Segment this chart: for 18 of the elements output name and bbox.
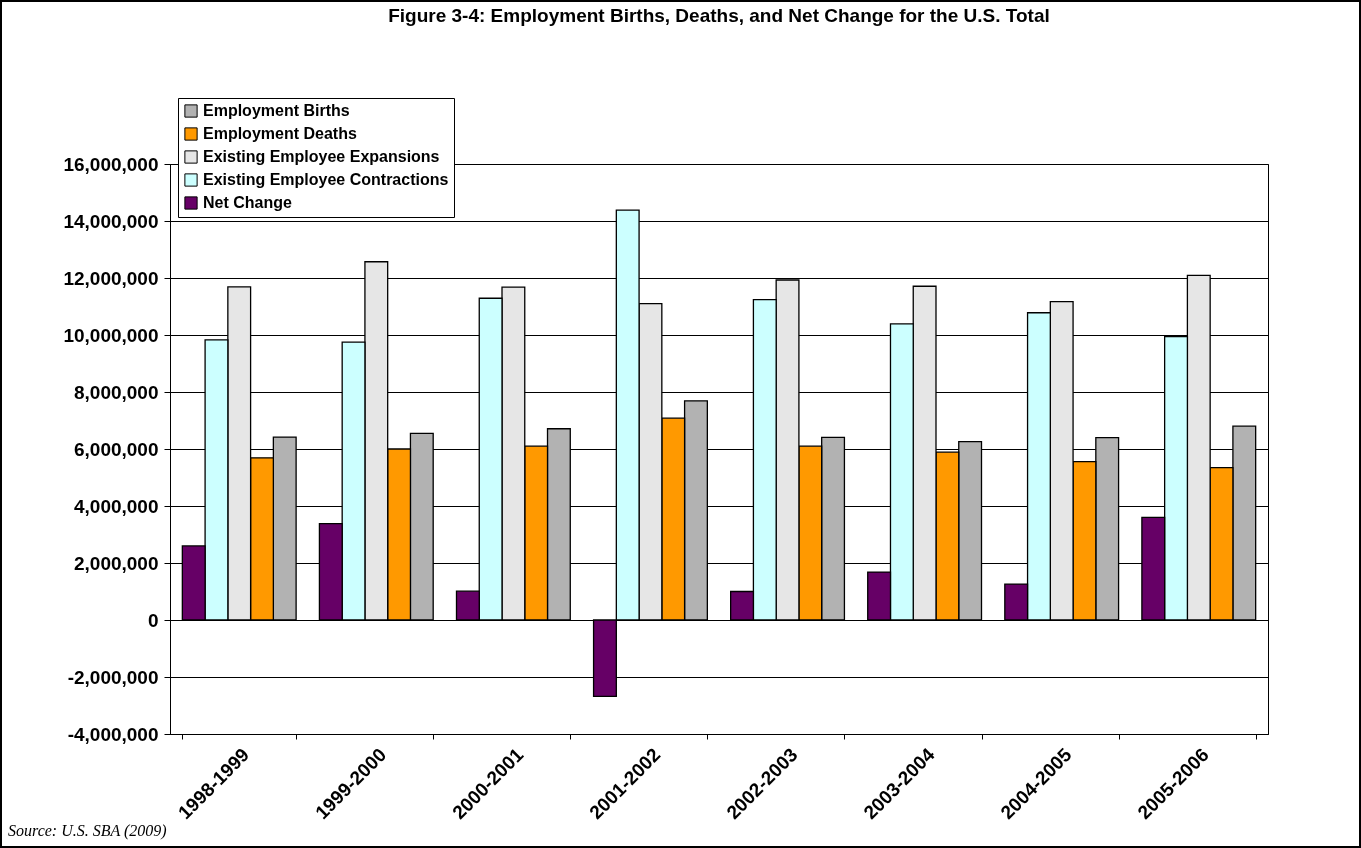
- y-tick-label: 16,000,000: [63, 153, 159, 175]
- legend-label: Employment Births: [203, 102, 350, 119]
- y-tick-label: -2,000,000: [67, 666, 159, 688]
- y-tick-label: 12,000,000: [63, 267, 159, 289]
- y-tick-label: 4,000,000: [73, 495, 159, 517]
- y-tick-label: 6,000,000: [73, 438, 159, 460]
- chart-title: Figure 3-4: Employment Births, Deaths, and Net Change for the U.S. Total: [388, 4, 1050, 26]
- y-tick-label: 0: [147, 609, 159, 631]
- legend-label: Net Change: [203, 194, 292, 211]
- y-tick-label: 14,000,000: [63, 210, 159, 232]
- legend-label: Existing Employee Contractions: [203, 171, 449, 188]
- legend-label: Employment Deaths: [203, 125, 357, 142]
- y-tick-label: 8,000,000: [73, 381, 159, 403]
- legend-label: Existing Employee Expansions: [203, 148, 440, 165]
- y-tick-label: 10,000,000: [63, 324, 159, 346]
- y-tick-label: -4,000,000: [67, 723, 159, 745]
- y-tick-label: 2,000,000: [73, 552, 159, 574]
- source-note: Source: U.S. SBA (2009): [8, 822, 167, 840]
